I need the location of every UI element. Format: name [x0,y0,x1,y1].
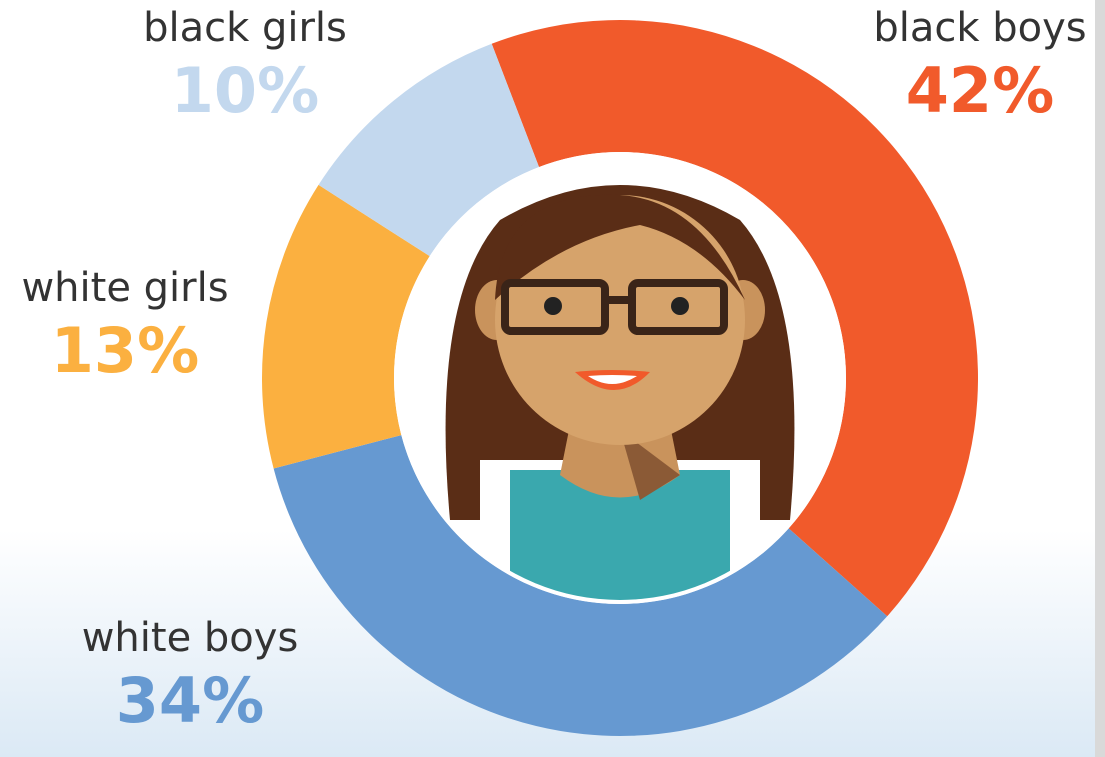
category-label: white boys [82,615,299,661]
value-label: 42% [906,54,1054,127]
value-label: 10% [171,54,319,127]
category-label: white girls [21,265,228,311]
category-label: black boys [873,5,1086,51]
avatar [446,185,795,600]
value-label: 13% [51,314,199,387]
chart: black boys42% white boys34% white girls13%… [0,0,1105,757]
value-label: 34% [116,664,264,737]
category-label: black girls [143,5,347,51]
edge-strip [1095,0,1105,757]
